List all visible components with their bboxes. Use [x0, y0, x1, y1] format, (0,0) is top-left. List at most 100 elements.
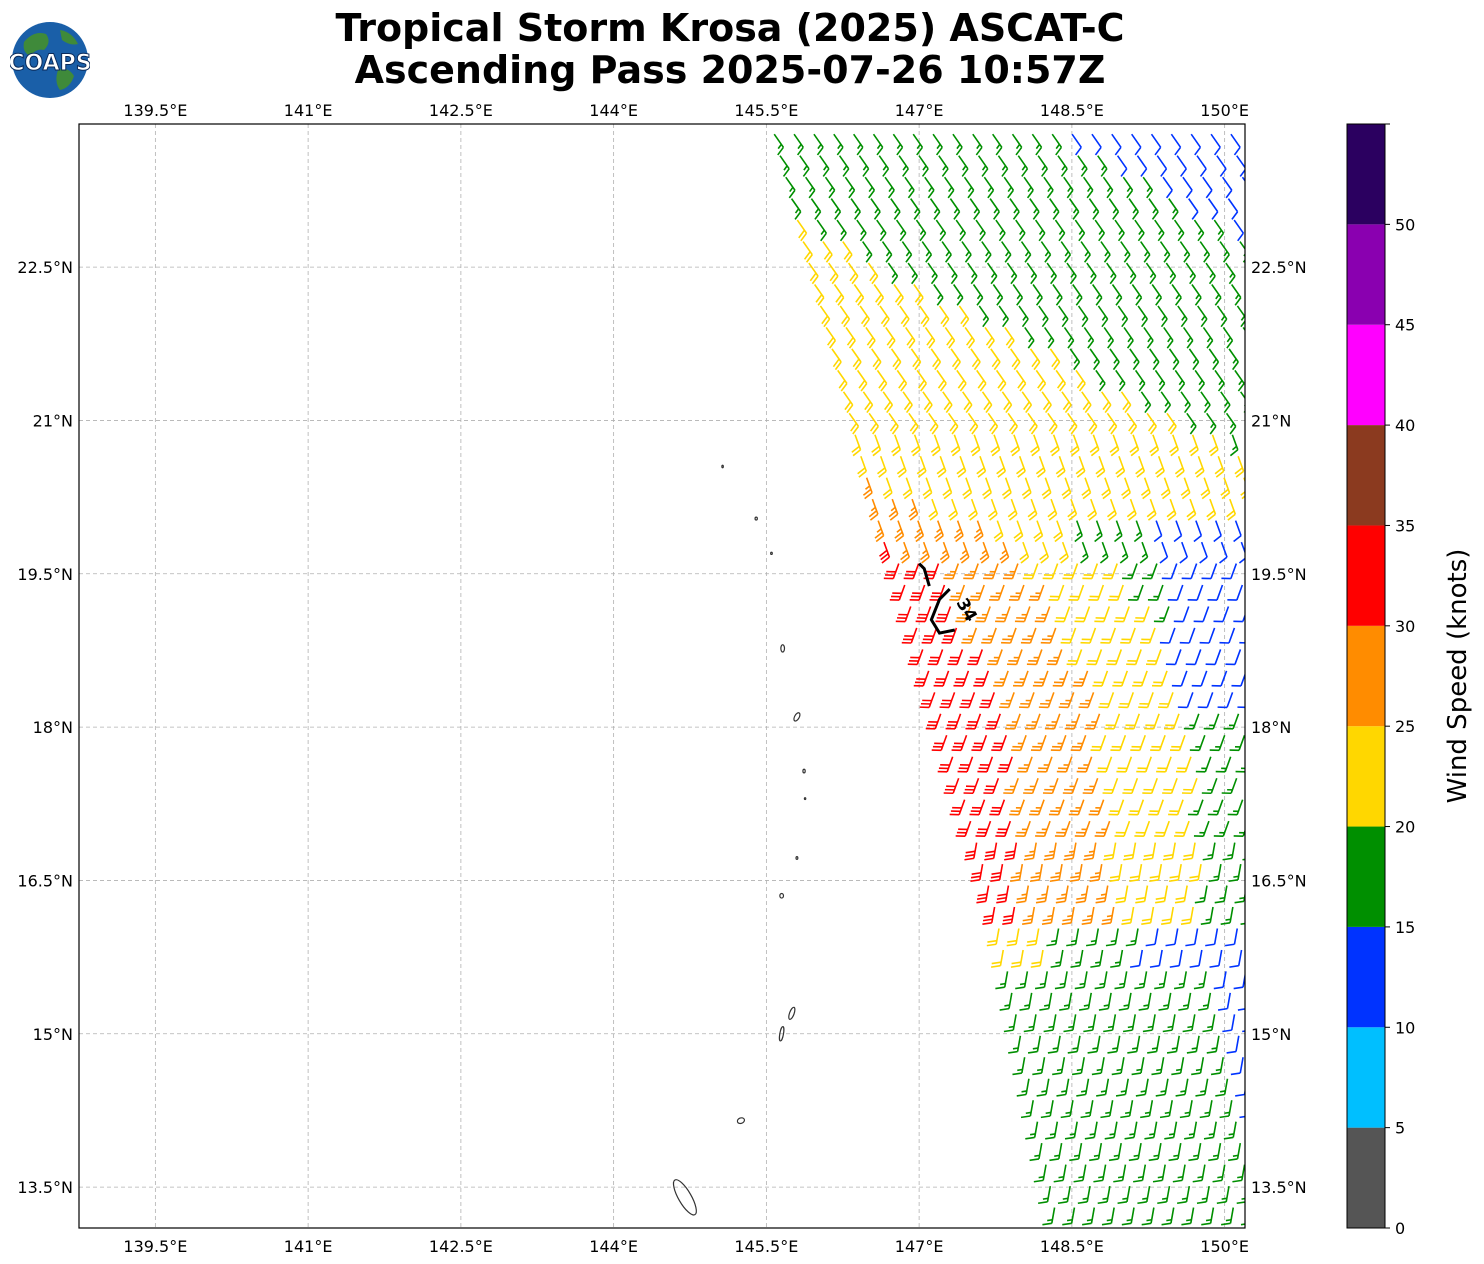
- wind-barb: [1162, 1014, 1176, 1033]
- wind-barb: [1045, 1121, 1059, 1140]
- wind-barb: [1058, 692, 1075, 709]
- wind-barb: [1007, 498, 1018, 521]
- wind-barb: [1163, 713, 1180, 730]
- wind-barb: [987, 412, 999, 435]
- wind-barb: [1216, 305, 1228, 328]
- wind-barb: [1194, 369, 1206, 392]
- wind-barb: [1046, 262, 1057, 285]
- wind-barb: [991, 735, 1007, 752]
- wind-barb: [871, 434, 882, 457]
- wind-barb: [842, 241, 853, 263]
- wind-barb: [1222, 842, 1236, 861]
- wind-barb: [949, 584, 966, 601]
- wind-barb: [871, 348, 882, 371]
- wind-barb: [1166, 412, 1177, 435]
- wind-barb: [1206, 498, 1217, 521]
- wind-barb: [1207, 799, 1224, 816]
- wind-barb: [1128, 799, 1145, 816]
- wind-barb: [1009, 198, 1020, 220]
- wind-barb: [1037, 155, 1048, 177]
- wind-barb: [947, 262, 958, 285]
- lon-tick-label-bottom: 145.5°E: [734, 1237, 798, 1256]
- wind-barb: [1120, 241, 1131, 263]
- wind-barb: [1056, 1078, 1070, 1097]
- wind-barb: [1230, 133, 1241, 156]
- wind-barb: [813, 284, 825, 306]
- colorbar-tick-label: 30: [1395, 617, 1415, 636]
- wind-barb: [1056, 756, 1073, 773]
- wind-barb: [1076, 756, 1093, 773]
- wind-barb: [1001, 627, 1017, 644]
- wind-barb: [1174, 369, 1186, 392]
- wind-barb: [952, 284, 964, 306]
- wind-barb: [1169, 434, 1180, 457]
- wind-barb: [887, 262, 899, 285]
- wind-barb: [1219, 627, 1236, 644]
- wind-barb: [951, 735, 968, 752]
- lat-tick-label-left: 13.5°N: [17, 1178, 73, 1197]
- wind-barb: [1199, 627, 1216, 644]
- wind-barb: [1216, 155, 1227, 177]
- colorbar-segment: [1347, 726, 1385, 827]
- wind-barb: [1150, 735, 1166, 752]
- wind-barb: [1009, 799, 1025, 816]
- wind-barb: [977, 155, 989, 177]
- wind-barb: [785, 176, 796, 199]
- wind-barb: [1103, 1014, 1117, 1033]
- wind-barb: [1183, 713, 1200, 730]
- wind-barb: [963, 777, 980, 795]
- wind-barb: [1135, 455, 1146, 478]
- wind-barb: [1165, 262, 1177, 285]
- wind-barb: [1116, 756, 1133, 773]
- wind-barb: [1144, 713, 1160, 730]
- wind-barb: [1227, 799, 1244, 816]
- wind-barb: [936, 455, 947, 478]
- wind-barb: [1085, 928, 1100, 947]
- wind-barb: [909, 584, 926, 601]
- wind-barb: [995, 606, 1011, 623]
- wind-barb: [957, 756, 974, 773]
- lat-tick-label-right: 15°N: [1251, 1025, 1291, 1044]
- wind-barb: [1207, 198, 1219, 220]
- wind-barb: [1209, 735, 1226, 752]
- wind-barb: [1188, 348, 1200, 371]
- wind-barb: [1247, 220, 1265, 241]
- wind-barb: [839, 305, 851, 328]
- wind-barb: [1106, 498, 1117, 521]
- wind-barb: [929, 584, 946, 601]
- wind-barb: [1106, 649, 1123, 666]
- wind-barb: [937, 756, 954, 773]
- wind-barb: [1049, 863, 1063, 883]
- wind-barb: [1182, 1014, 1196, 1033]
- wind-barb: [1021, 391, 1033, 414]
- wind-barb: [851, 434, 862, 457]
- wind-barb: [1166, 1035, 1181, 1054]
- wind-barb: [1240, 921, 1245, 925]
- wind-barb: [890, 348, 902, 371]
- wind-barb: [1191, 670, 1208, 687]
- wind-barb: [1104, 1121, 1118, 1140]
- wind-barb: [1154, 219, 1165, 242]
- colorbar-segment: [1347, 425, 1385, 526]
- wind-barb: [819, 305, 831, 328]
- wind-barb: [910, 348, 922, 371]
- wind-barb: [1015, 369, 1027, 392]
- wind-barb: [1144, 1121, 1158, 1140]
- wind-barb: [959, 541, 970, 564]
- wind-barb: [1029, 799, 1045, 816]
- wind-barb: [1041, 477, 1052, 500]
- wind-barb: [927, 649, 944, 666]
- colorbar-tick-label: 15: [1395, 918, 1415, 937]
- wind-barb: [947, 649, 964, 666]
- wind-barb: [941, 627, 958, 644]
- wind-barb: [967, 262, 978, 285]
- wind-barb: [1010, 863, 1024, 883]
- wind-barb: [1029, 863, 1043, 883]
- wind-barb: [938, 305, 950, 328]
- wind-barb: [1040, 627, 1057, 644]
- wind-barb: [1082, 1207, 1096, 1226]
- wind-barb: [1113, 1164, 1127, 1183]
- wind-barb: [1168, 799, 1184, 816]
- wind-barb: [1179, 541, 1189, 564]
